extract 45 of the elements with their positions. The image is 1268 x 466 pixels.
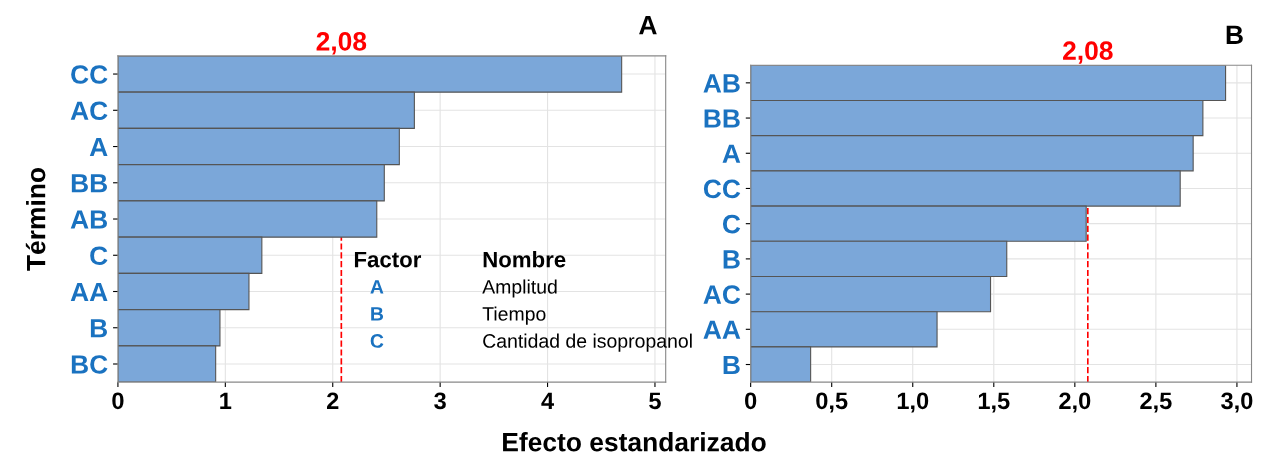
chart-title: B xyxy=(1226,25,1243,44)
x-axis-title: Efecto estandarizado xyxy=(503,432,766,452)
annotation: B xyxy=(371,307,384,321)
y-tick-label: A xyxy=(89,137,108,157)
y-tick-label: B xyxy=(723,250,740,269)
y-tick-label: AB xyxy=(703,74,740,93)
x-tick-label: 1,0 xyxy=(897,392,929,413)
x-tick-label: 2,0 xyxy=(1059,392,1091,413)
y-axis-title: Término xyxy=(25,168,46,271)
y-tick-label: AA xyxy=(703,320,741,339)
x-tick-label: 0,5 xyxy=(816,392,848,413)
y-tick-label: AB xyxy=(70,210,107,229)
annotation: Cantidad de isopropanol xyxy=(483,333,692,352)
y-tick-label: B xyxy=(90,319,107,338)
annotation: C xyxy=(370,334,384,348)
y-tick-label: A xyxy=(722,144,741,163)
y-tick-label: CC xyxy=(71,65,108,84)
annotation: Amplitud xyxy=(482,279,557,298)
x-tick-label: 0 xyxy=(112,392,124,410)
x-tick-label: 5 xyxy=(649,392,661,410)
y-tick-label: C xyxy=(722,214,741,234)
x-tick-label: 3 xyxy=(434,392,446,410)
annotation: Factor xyxy=(354,251,422,268)
x-tick-label: 2,5 xyxy=(1140,392,1172,413)
y-tick-label: BC xyxy=(71,355,108,374)
y-tick-label: AC xyxy=(70,101,108,121)
annotation: Tiempo xyxy=(482,306,546,325)
x-tick-label: 2 xyxy=(326,392,339,409)
y-tick-label: C xyxy=(90,246,108,266)
ref-line-label: 2,08 xyxy=(316,32,367,55)
x-tick-label: 1,5 xyxy=(978,392,1010,413)
y-tick-label: CC xyxy=(703,179,741,199)
x-tick-label: 0 xyxy=(745,392,757,410)
y-tick-label: BB xyxy=(71,174,107,193)
x-tick-label: 4 xyxy=(541,392,554,409)
chart-title: A xyxy=(639,15,657,35)
ref-line-label: 2,08 xyxy=(1063,41,1113,64)
annotation: Nombre xyxy=(483,251,566,268)
y-tick-label: B xyxy=(723,355,740,375)
y-tick-label: BB xyxy=(704,109,740,128)
x-tick-label: 1 xyxy=(220,392,232,409)
x-tick-label: 3,0 xyxy=(1221,392,1253,413)
y-tick-label: AA xyxy=(70,282,108,302)
y-tick-label: AC xyxy=(703,285,741,304)
annotation: A xyxy=(370,280,384,294)
